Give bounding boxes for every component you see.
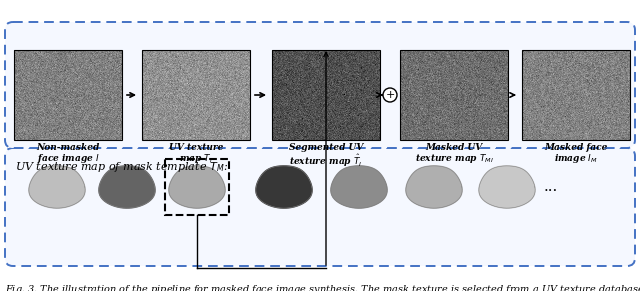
Polygon shape xyxy=(99,166,155,208)
Circle shape xyxy=(383,88,397,102)
Text: image $I_M$: image $I_M$ xyxy=(554,152,598,165)
Text: UV texture: UV texture xyxy=(169,143,223,152)
Polygon shape xyxy=(29,166,85,208)
Bar xyxy=(14,50,122,140)
Polygon shape xyxy=(331,166,387,208)
Text: Non-masked: Non-masked xyxy=(36,143,100,152)
Text: texture map $\hat{T}_I$: texture map $\hat{T}_I$ xyxy=(289,152,363,168)
Text: Fig. 3. The illustration of the pipeline for masked face image synthesis. The ma: Fig. 3. The illustration of the pipeline… xyxy=(5,282,640,291)
Bar xyxy=(400,50,508,140)
Bar xyxy=(142,50,250,140)
Text: Masked face: Masked face xyxy=(544,143,608,152)
Text: texture map $T_{MI}$: texture map $T_{MI}$ xyxy=(415,152,493,165)
Text: +: + xyxy=(385,91,395,100)
Text: map $T_I$: map $T_I$ xyxy=(179,152,213,165)
Text: face image $I$: face image $I$ xyxy=(36,152,99,165)
FancyBboxPatch shape xyxy=(5,22,635,148)
Polygon shape xyxy=(169,166,225,208)
Bar xyxy=(522,50,630,140)
Text: Segmented UV: Segmented UV xyxy=(289,143,363,152)
FancyBboxPatch shape xyxy=(5,148,635,266)
Bar xyxy=(165,159,229,215)
Text: UV texture map of mask template $T_M$:: UV texture map of mask template $T_M$: xyxy=(15,160,228,174)
Polygon shape xyxy=(256,166,312,208)
Bar xyxy=(272,50,380,140)
Polygon shape xyxy=(406,166,462,208)
Polygon shape xyxy=(479,166,535,208)
Text: ...: ... xyxy=(544,180,558,194)
Text: Masked UV: Masked UV xyxy=(426,143,483,152)
